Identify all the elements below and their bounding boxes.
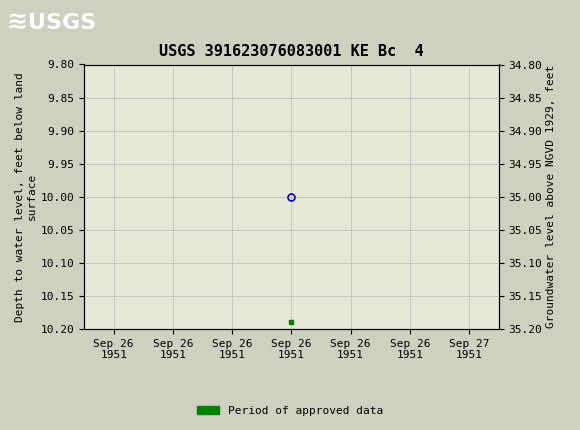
Text: ≋: ≋ [6, 11, 27, 35]
Text: USGS: USGS [28, 13, 96, 33]
Y-axis label: Groundwater level above NGVD 1929, feet: Groundwater level above NGVD 1929, feet [546, 65, 556, 329]
Y-axis label: Depth to water level, feet below land
surface: Depth to water level, feet below land su… [15, 72, 37, 322]
Title: USGS 391623076083001 KE Bc  4: USGS 391623076083001 KE Bc 4 [159, 44, 424, 59]
Legend: Period of approved data: Period of approved data [193, 401, 387, 420]
